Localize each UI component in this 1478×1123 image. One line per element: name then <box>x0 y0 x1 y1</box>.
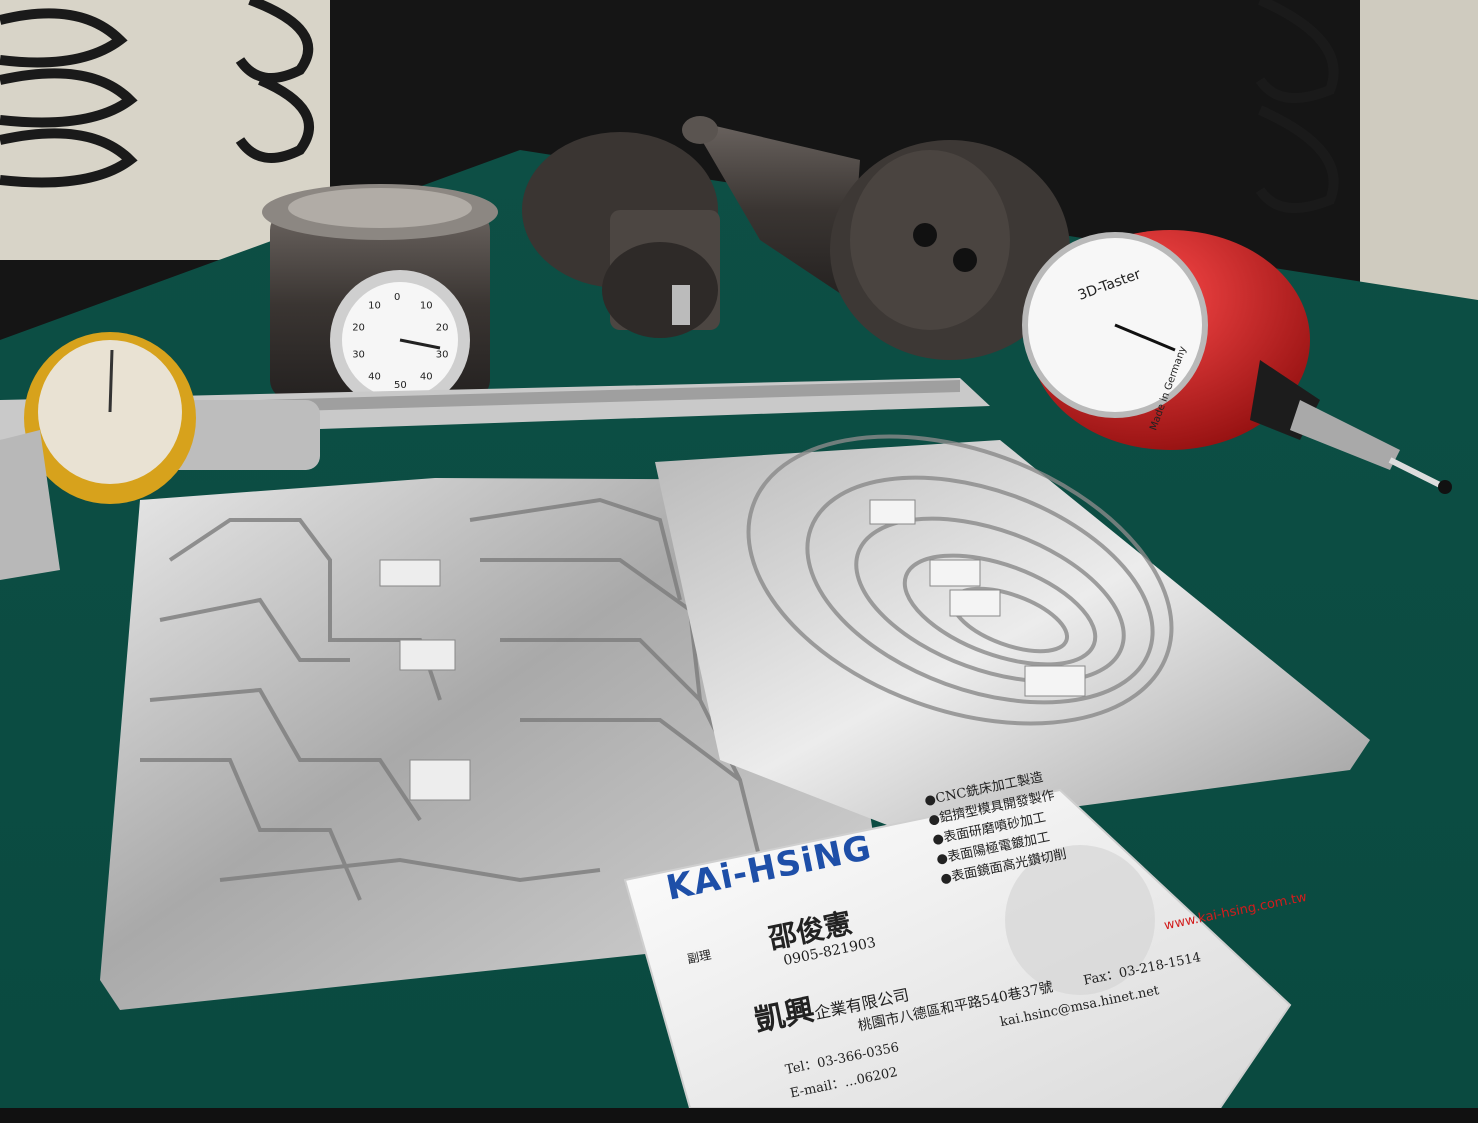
dial-number: 50 <box>394 380 407 391</box>
globe-graphic <box>1005 845 1155 995</box>
fax-number: Fax：03-218-1514 <box>1082 950 1203 989</box>
dial-number: 10 <box>368 300 381 311</box>
3d-probe: 3D-Taster Made in Germany <box>1022 230 1452 494</box>
collet-chuck <box>522 132 720 338</box>
tool-holder <box>682 116 1070 360</box>
brand-logo-part-2: HSiNG <box>743 827 876 893</box>
wall-right <box>1360 0 1478 300</box>
dial-number: 30 <box>352 350 365 361</box>
dial-number: 40 <box>368 372 381 383</box>
coiled-hose-left <box>0 0 314 188</box>
dial-number: 30 <box>436 350 449 361</box>
website: www.kai-hsing.com.tw <box>1162 889 1309 934</box>
brand-logo-part-1: KAi- <box>662 853 752 909</box>
dial-number: 20 <box>352 322 365 333</box>
business-card <box>623 788 1292 1108</box>
dial-number: 0 <box>394 292 400 303</box>
dial-caliper <box>0 332 990 580</box>
coiled-hose-right <box>1255 0 1339 213</box>
services-list: ●CNC銑床加工製造 ●鋁擠型模具開發製作 ●表面研磨噴砂加工 ●表面陽極電鍍加… <box>923 767 1069 891</box>
dial-number: 40 <box>420 372 433 383</box>
zero-setter-gauge <box>262 184 498 410</box>
dial-number: 10 <box>420 300 433 311</box>
person-title: 副理 <box>686 947 713 967</box>
brand-logo: KAi-HSiNG <box>663 828 875 909</box>
company-name: 凱興 <box>751 992 818 1039</box>
dial-number: 20 <box>436 322 449 333</box>
aluminum-plate-right <box>655 434 1370 830</box>
